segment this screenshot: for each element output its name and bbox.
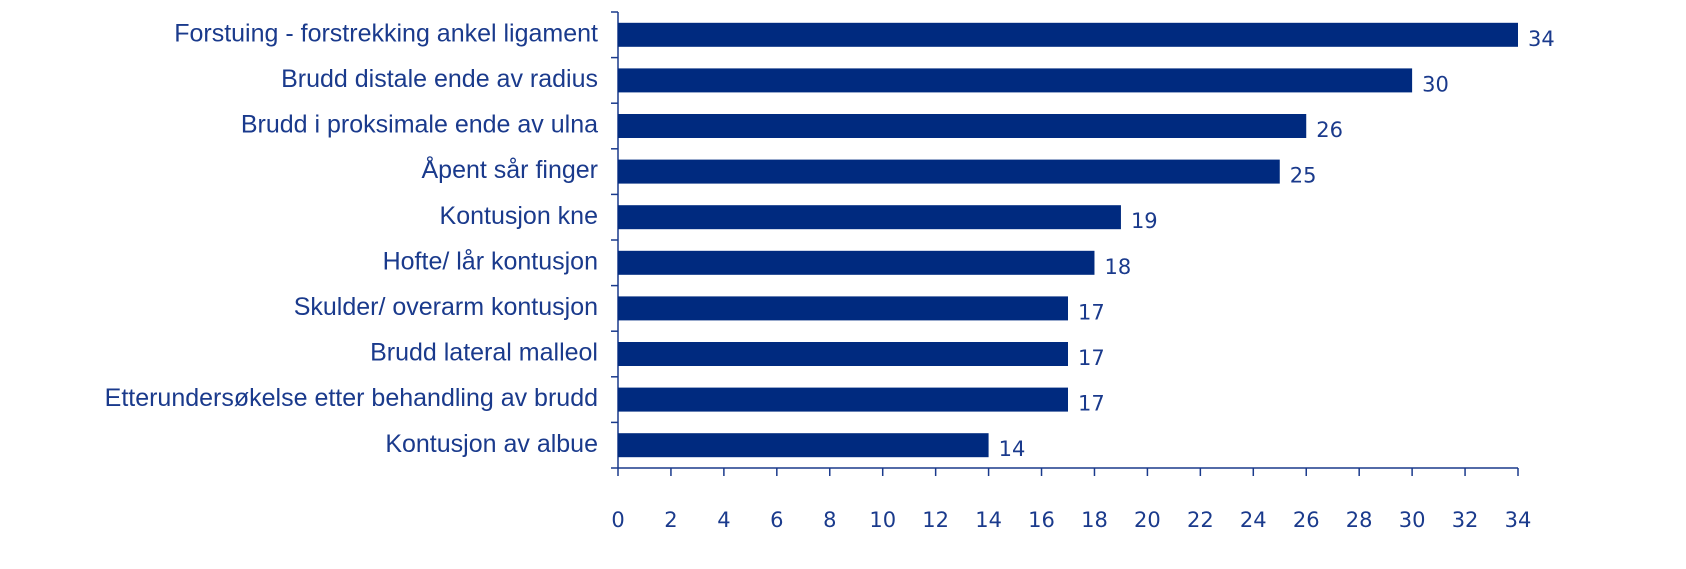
y-tick-label: Skulder/ overarm kontusjon <box>294 293 598 321</box>
y-tick-label: Brudd i proksimale ende av ulna <box>241 111 598 139</box>
x-tick-label: 22 <box>1187 508 1214 532</box>
y-tick-label: Brudd distale ende av radius <box>281 65 598 93</box>
bar <box>618 159 1280 184</box>
value-label: 18 <box>1104 255 1131 279</box>
x-tick-label: 0 <box>611 508 624 532</box>
x-tick-label: 30 <box>1399 508 1426 532</box>
bar <box>618 342 1068 366</box>
x-tick-label: 8 <box>823 508 836 532</box>
value-label: 25 <box>1290 164 1317 188</box>
bar <box>618 433 989 458</box>
y-tick-label: Åpent sår finger <box>422 154 599 184</box>
y-tick-label: Kontusjon kne <box>440 202 598 230</box>
bar <box>618 22 1518 47</box>
y-tick-label: Kontusjon av albue <box>385 430 598 458</box>
value-label: 26 <box>1316 118 1343 142</box>
x-tick-label: 16 <box>1028 508 1055 532</box>
y-tick-label: Etterundersøkelse etter behandling av br… <box>105 384 598 412</box>
x-tick-label: 18 <box>1081 508 1108 532</box>
value-label: 17 <box>1078 300 1105 324</box>
value-label: 17 <box>1078 392 1105 416</box>
bar <box>618 205 1121 230</box>
bar <box>618 250 1095 275</box>
x-tick-label: 26 <box>1293 508 1320 532</box>
bar <box>618 68 1413 93</box>
x-tick-label: 34 <box>1505 508 1532 532</box>
x-tick-label: 10 <box>869 508 896 532</box>
x-tick-label: 24 <box>1240 508 1267 532</box>
bar <box>618 114 1307 138</box>
y-tick-label: Forstuing - forstrekking ankel ligament <box>174 19 598 47</box>
x-tick-label: 28 <box>1346 508 1373 532</box>
x-tick-label: 32 <box>1452 508 1479 532</box>
value-label: 19 <box>1131 209 1158 233</box>
value-label: 17 <box>1078 346 1105 370</box>
value-label: 14 <box>999 437 1026 461</box>
x-tick-label: 14 <box>975 508 1002 532</box>
x-tick-label: 4 <box>717 508 730 532</box>
y-tick-label: Hofte/ lår kontusjon <box>383 247 598 275</box>
x-tick-label: 12 <box>922 508 949 532</box>
x-tick-label: 20 <box>1134 508 1161 532</box>
bar <box>618 387 1068 412</box>
x-tick-label: 6 <box>770 508 783 532</box>
y-tick-label: Brudd lateral malleol <box>370 339 598 367</box>
value-label: 30 <box>1422 72 1449 96</box>
bar <box>618 296 1068 321</box>
value-label: 34 <box>1528 27 1555 51</box>
x-tick-label: 2 <box>664 508 677 532</box>
